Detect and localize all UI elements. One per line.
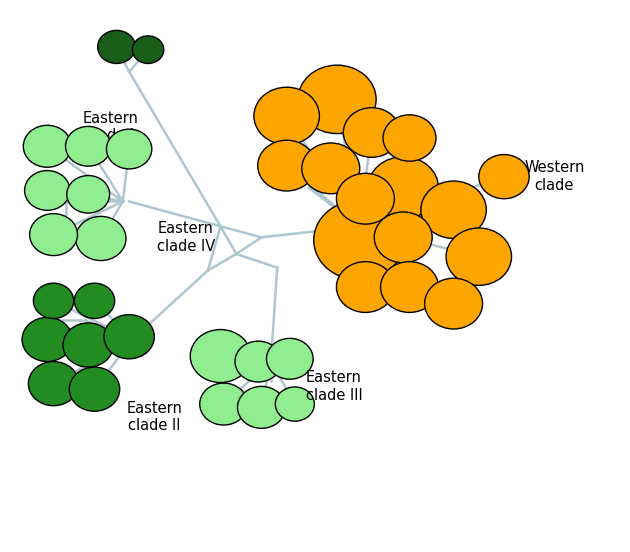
Circle shape — [23, 125, 71, 167]
Circle shape — [33, 283, 74, 319]
Circle shape — [275, 387, 314, 421]
Circle shape — [67, 176, 110, 213]
Circle shape — [238, 386, 285, 428]
Circle shape — [421, 181, 486, 238]
Circle shape — [266, 338, 313, 379]
Circle shape — [66, 126, 111, 166]
Circle shape — [381, 262, 438, 312]
Circle shape — [258, 140, 316, 191]
Circle shape — [25, 171, 70, 210]
Circle shape — [22, 317, 72, 362]
Text: Eastern
clade IV: Eastern clade IV — [157, 221, 215, 253]
Circle shape — [336, 173, 394, 224]
Circle shape — [343, 108, 400, 157]
Circle shape — [479, 155, 529, 199]
Circle shape — [314, 200, 404, 280]
Circle shape — [28, 362, 79, 406]
Text: Western
clade: Western clade — [524, 161, 585, 193]
Circle shape — [76, 216, 126, 261]
Circle shape — [425, 278, 483, 329]
Circle shape — [74, 283, 115, 319]
Circle shape — [235, 341, 282, 382]
Circle shape — [383, 115, 436, 161]
Circle shape — [132, 36, 164, 63]
Text: Eastern
clade III: Eastern clade III — [306, 370, 362, 402]
Circle shape — [446, 228, 512, 285]
Circle shape — [200, 383, 248, 425]
Circle shape — [190, 330, 251, 383]
Text: Eastern
clade II: Eastern clade II — [127, 401, 182, 433]
Circle shape — [336, 262, 394, 312]
Circle shape — [374, 212, 432, 263]
Circle shape — [302, 143, 360, 194]
Circle shape — [298, 65, 376, 134]
Circle shape — [63, 323, 113, 367]
Circle shape — [98, 30, 135, 63]
Circle shape — [368, 157, 438, 219]
Circle shape — [69, 367, 120, 411]
Circle shape — [104, 315, 154, 359]
Circle shape — [106, 129, 152, 169]
Circle shape — [30, 214, 77, 256]
Circle shape — [254, 87, 319, 145]
Text: Eastern
clade I: Eastern clade I — [83, 111, 138, 143]
